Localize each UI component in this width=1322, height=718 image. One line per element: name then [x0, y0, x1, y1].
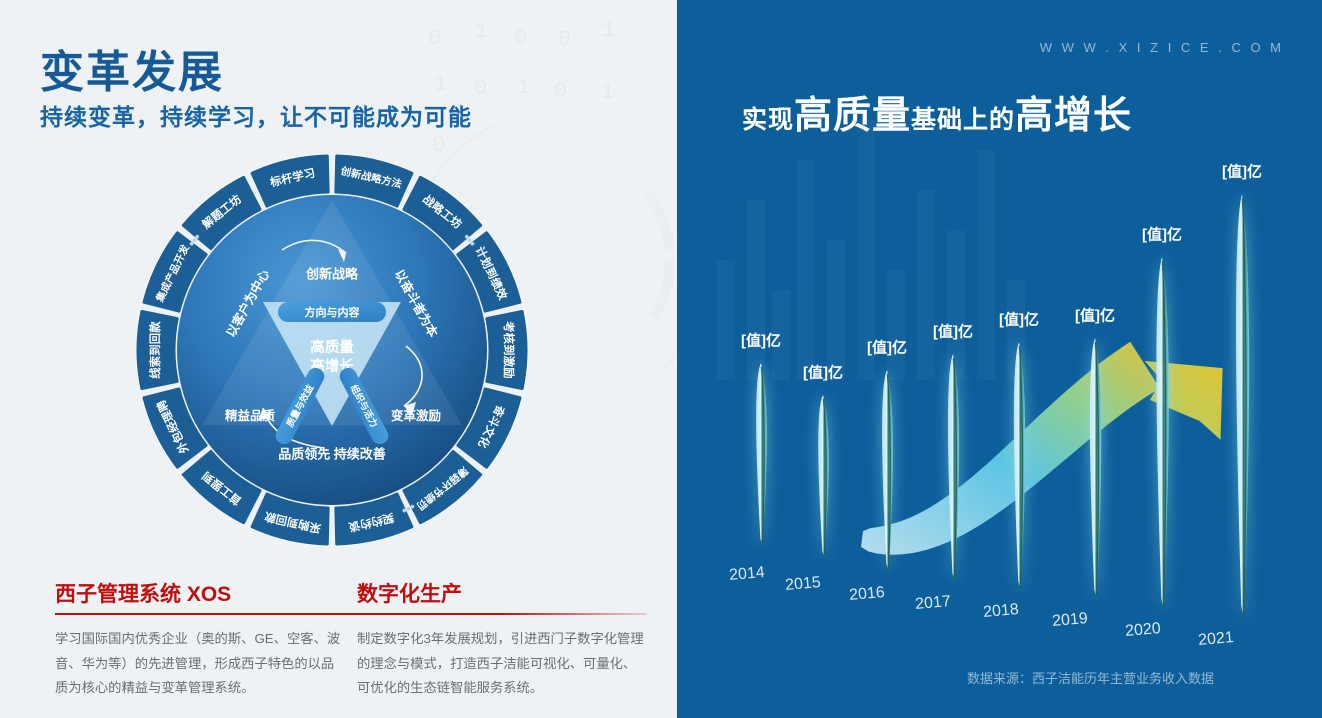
- svg-text:线索到回款: 线索到回款: [148, 321, 162, 379]
- svg-text:2021: 2021: [1198, 629, 1235, 649]
- svg-text:2014: 2014: [729, 564, 766, 584]
- svg-text:[值]亿: [值]亿: [867, 339, 907, 357]
- svg-text:[值]亿: [值]亿: [933, 323, 973, 341]
- svg-text:创新战略: 创新战略: [305, 267, 359, 282]
- svg-text:高质量: 高质量: [310, 338, 354, 356]
- svg-text:[值]亿: [值]亿: [1075, 307, 1115, 325]
- svg-text:2020: 2020: [1125, 620, 1162, 640]
- svg-text:品质领先 持续改善: 品质领先 持续改善: [278, 447, 386, 462]
- svg-text:2019: 2019: [1052, 610, 1089, 630]
- svg-text:考核到激励: 考核到激励: [502, 321, 516, 379]
- svg-text:2017: 2017: [915, 593, 952, 613]
- svg-text:[值]亿: [值]亿: [1142, 226, 1182, 244]
- svg-text:[值]亿: [值]亿: [803, 364, 843, 382]
- svg-text:2015: 2015: [785, 574, 822, 594]
- svg-text:2018: 2018: [983, 601, 1020, 621]
- svg-text:2016: 2016: [849, 584, 886, 604]
- svg-text:方向与内容: 方向与内容: [305, 305, 360, 319]
- svg-text:[值]亿: [值]亿: [741, 332, 781, 350]
- svg-text:[值]亿: [值]亿: [999, 311, 1039, 329]
- svg-text:变革激励: 变革激励: [391, 408, 441, 423]
- svg-text:[值]亿: [值]亿: [1222, 163, 1262, 181]
